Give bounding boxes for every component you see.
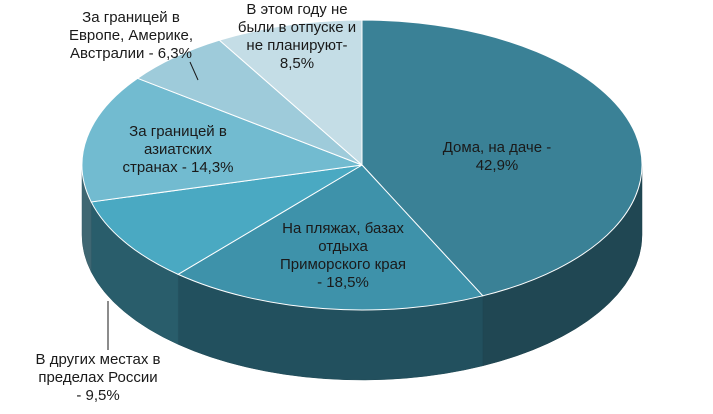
slice-label-line: странах - 14,3% (122, 159, 233, 176)
slice-label-line: Дома, на даче - (443, 139, 552, 156)
slice-label-line: отдыха (318, 238, 368, 255)
slice-label-line: На пляжах, базах (282, 220, 404, 237)
slice-label-line: За границей в (129, 123, 227, 140)
slice-label-3: За границей в азиатских странах - 14,3% (122, 123, 233, 176)
pie-sides (81, 164, 643, 381)
slice-label-line: 8,5% (280, 55, 314, 72)
pie-slice-1 (177, 164, 484, 311)
pie-slice-3 (81, 77, 363, 203)
slice-labels: Дома, на даче -42,9% На пляжах, базах отды… (36, 1, 552, 404)
slice-label-line: Австралии - 6,3% (70, 45, 192, 62)
leader-lines (107, 61, 199, 350)
leader-line-4 (189, 61, 199, 81)
slice-label-4: За границей в Европе, Америке, Австралии -… (69, 9, 193, 62)
pie-slice-2 (90, 164, 363, 275)
slice-label-line: - 9,5% (76, 387, 119, 404)
pie-slice-5 (218, 19, 363, 167)
slice-label-1: На пляжах, базах отдыха Приморского края - … (280, 220, 406, 291)
slice-label-line: В этом году не (246, 1, 347, 18)
slice-label-line: 42,9% (476, 157, 519, 174)
pie-slice-0 (361, 19, 643, 297)
slice-label-line: не планируют- (246, 37, 347, 54)
slice-label-5: В этом году не были в отпуске и не планиру… (238, 1, 356, 72)
slice-label-line: Приморского края (280, 256, 406, 273)
slice-label-line: пределах России (38, 369, 157, 386)
slice-label-line: - 18,5% (317, 274, 369, 291)
slice-label-line: За границей в (82, 9, 180, 26)
slice-label-line: В других местах в (36, 351, 161, 368)
slice-label-line: Европе, Америке, (69, 27, 193, 44)
slice-label-line: были в отпуске и (238, 19, 356, 36)
slice-label-2: В других местах в пределах России - 9,5% (36, 351, 161, 404)
slice-label-line: азиатских (144, 141, 213, 158)
slice-label-0: Дома, на даче -42,9% (443, 139, 552, 174)
